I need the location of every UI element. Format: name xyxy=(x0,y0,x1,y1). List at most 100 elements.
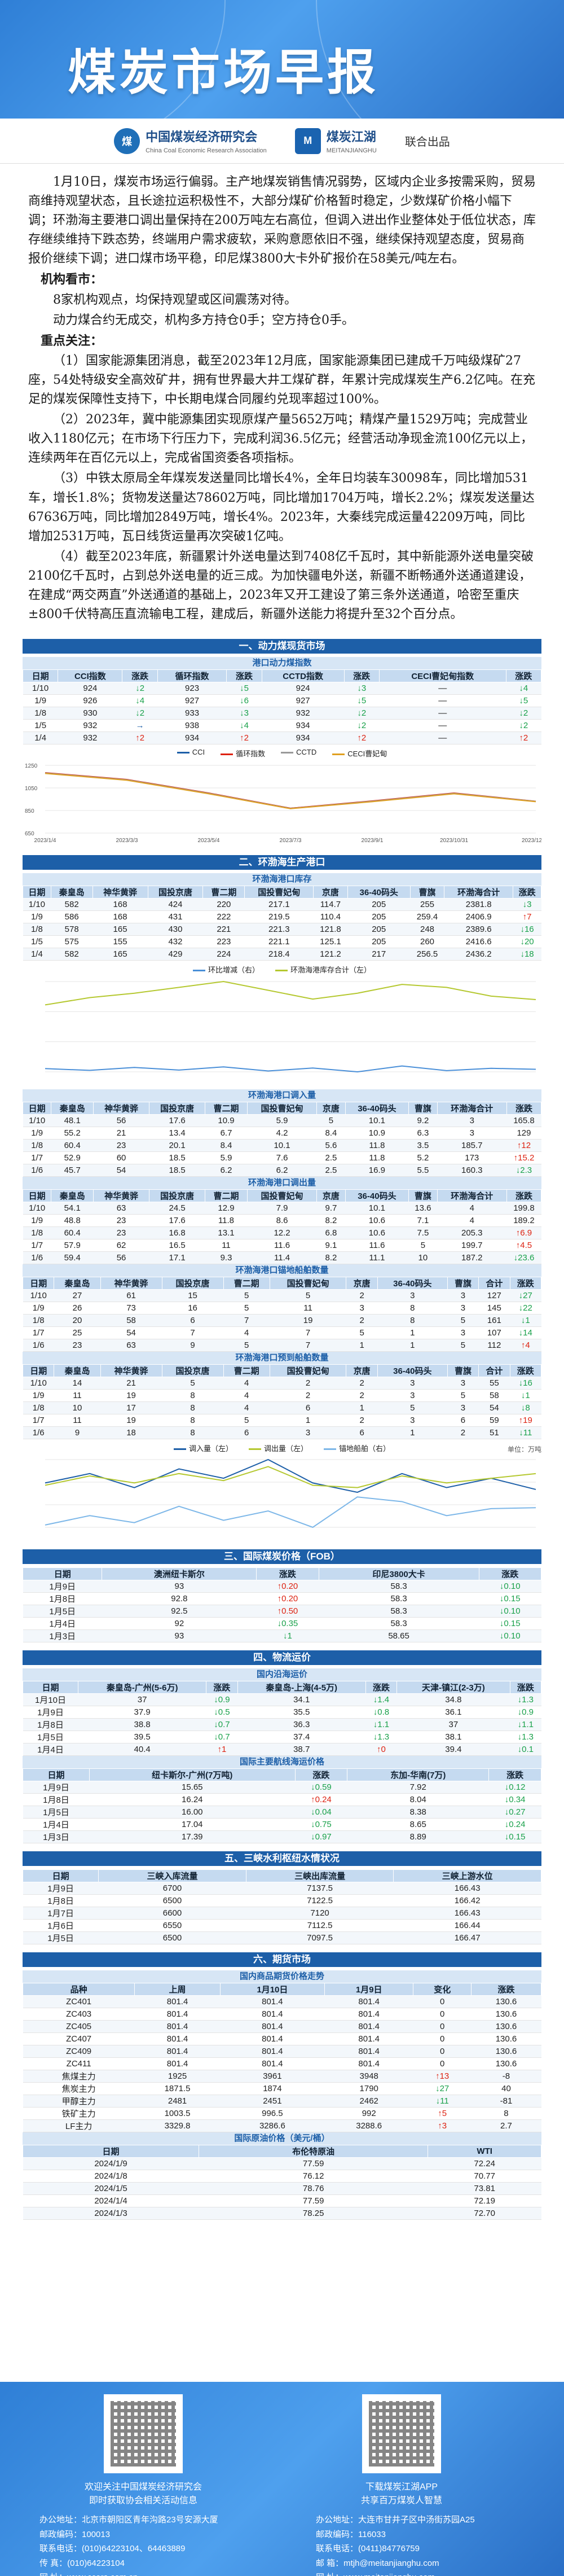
x-tick-label: 2023/10/31 xyxy=(440,838,468,844)
table-cell: 932 xyxy=(58,719,122,733)
table-cell: 2462 xyxy=(324,2095,413,2108)
table-cell: 45.7 xyxy=(51,1164,94,1177)
table-cell: ↑13 xyxy=(413,2070,472,2083)
table-cell: 3 xyxy=(437,1127,507,1140)
table-cell: 56 xyxy=(93,1114,149,1128)
table-cell: ↑0.24 xyxy=(295,1793,347,1807)
ccera-qr-block: 欢迎关注中国煤炭经济研究会 即时获取协会相关活动信息 xyxy=(85,2394,202,2506)
table-cell: 996.5 xyxy=(220,2107,325,2121)
table-cell: 23 xyxy=(93,1226,149,1240)
table-cell: 1月5日 xyxy=(23,1806,90,1819)
table-cell: 1月5日 xyxy=(23,1605,102,1618)
column-header: 涨跌 xyxy=(509,1364,542,1378)
table-cell: 20 xyxy=(54,1314,101,1328)
summary-paragraph: （1）国家能源集团消息，截至2023年12月底，国家能源集团已建成千万吨级煤矿2… xyxy=(28,353,535,407)
table-cell: ↓0.97 xyxy=(295,1830,347,1844)
table-row: 1月5日 16.00 ↓0.04 8.38 ↓0.27 xyxy=(23,1806,541,1819)
table-cell: 23 xyxy=(54,1339,101,1352)
table-row: 1月6日 6550 7112.5 166.44 xyxy=(23,1919,541,1933)
column-header: WTI xyxy=(428,2145,541,2158)
table-cell: 1/9 xyxy=(23,1302,54,1315)
table-cell: 7.1 xyxy=(408,1214,438,1228)
chart-legend: CCI 循环指数 CCTD CECI曹妃甸 xyxy=(23,748,541,759)
table-row: 1/7 11 19 8 5 1 2 3 6 59 ↑19 xyxy=(23,1414,541,1427)
table-cell: 923 xyxy=(157,682,227,695)
column-header: 京唐 xyxy=(346,1364,378,1378)
table-cell: 16.24 xyxy=(89,1793,296,1807)
table-cell: ↓1.4 xyxy=(365,1693,397,1707)
table-cell: 17.6 xyxy=(149,1114,205,1128)
column-header: 涨跌 xyxy=(343,669,380,683)
table-row: 1月9日 6700 7137.5 166.43 xyxy=(23,1882,541,1895)
table-cell: 8 xyxy=(471,2107,541,2121)
table-cell: ↓0.9 xyxy=(510,1706,541,1719)
qr-code-icon[interactable] xyxy=(362,2394,441,2473)
table-cell: ↓1 xyxy=(256,1629,319,1643)
chart-unit: 单位：万吨 xyxy=(507,1445,541,1454)
column-header: 日期 xyxy=(23,886,51,899)
table-cell: ↓4 xyxy=(122,694,158,708)
table-row: 1/9 48.8 23 17.6 11.8 8.6 8.2 10.6 7.1 4 189.2 xyxy=(23,1214,541,1228)
table-cell: 40 xyxy=(471,2082,541,2096)
table-cell: 2436.2 xyxy=(444,948,513,961)
column-header: 京唐 xyxy=(316,1102,346,1115)
table-cell: 19 xyxy=(100,1414,162,1427)
table-cell: 19 xyxy=(100,1389,162,1403)
table-cell: ↓2.3 xyxy=(506,1164,541,1177)
table-cell: 801.4 xyxy=(134,2057,221,2071)
y-tick-label: 1050 xyxy=(25,786,38,792)
table-cell: 130.6 xyxy=(471,2045,541,2058)
table-cell: 924 xyxy=(262,682,345,695)
mtjh-logo: M 煤炭江湖 MEITANJIANGHU xyxy=(294,127,377,155)
table-cell: 7.6 xyxy=(247,1151,317,1165)
column-header: 1月9日 xyxy=(324,1983,414,1996)
table-row: 2024/1/9 77.59 72.24 xyxy=(23,2157,541,2171)
column-header: 涨跌 xyxy=(470,1983,542,1996)
column-header: 国投曹妃甸 xyxy=(244,886,314,899)
table-cell: 248 xyxy=(410,923,444,936)
table-row: 1/8 10 17 8 4 6 1 5 3 54 ↓8 xyxy=(23,1401,541,1415)
table-cell: 10.1 xyxy=(345,1114,409,1128)
table-cell: 54.1 xyxy=(51,1202,94,1215)
section-title: 六、期货市场 xyxy=(23,1952,541,1968)
table-cell: 1/6 xyxy=(23,1251,51,1265)
table-cell: — xyxy=(379,707,506,720)
table-subtitle: 环渤海港口调出量 xyxy=(23,1177,541,1190)
table-cell: 114.7 xyxy=(313,898,348,912)
column-header: 涨跌 xyxy=(513,886,541,899)
column-header: 秦皇岛 xyxy=(51,1102,94,1115)
table-cell: 801.4 xyxy=(220,1995,325,2009)
table-cell: 38.7 xyxy=(237,1743,366,1756)
table-cell: 5 xyxy=(346,1326,378,1340)
table-cell: 1月9日 xyxy=(23,1706,78,1719)
table-row: 2024/1/8 76.12 70.77 xyxy=(23,2170,541,2183)
table-row: 1月4日 92 ↓0.35 58.3 ↓0.15 xyxy=(23,1617,541,1631)
table-cell: 92 xyxy=(102,1617,257,1631)
table-cell: 2024/1/3 xyxy=(23,2207,199,2220)
column-header: 三峡上游水位 xyxy=(393,1869,541,1883)
column-header: 国投曹妃甸 xyxy=(269,1364,347,1378)
table-row: 1月9日 37.9 ↓0.5 35.5 ↓0.8 36.1 ↓0.9 xyxy=(23,1706,541,1719)
table-cell: 9.1 xyxy=(316,1239,346,1252)
series-line xyxy=(45,1496,536,1528)
table-cell: 11.4 xyxy=(247,1251,317,1265)
institution-view-heading: 机构看市： xyxy=(41,272,103,287)
table-cell: 2024/1/8 xyxy=(23,2170,199,2183)
table-cell: 7 xyxy=(270,1326,346,1340)
table-cell: 3 xyxy=(377,1289,448,1303)
table-cell: 92.5 xyxy=(102,1605,257,1618)
table-subtitle: 国内沿海运价 xyxy=(23,1668,541,1681)
table-cell: 7137.5 xyxy=(246,1882,394,1895)
table-cell: ↓0.59 xyxy=(295,1781,347,1794)
summary-paragraph: （2）2023年，冀中能源集团实现原煤产量5652万吨；精煤产量1529万吨；完… xyxy=(28,413,533,466)
table-cell: 40.4 xyxy=(78,1743,206,1756)
table-cell: 187.2 xyxy=(437,1251,507,1265)
table-cell: 3948 xyxy=(324,2070,413,2083)
table-cell: 1月3日 xyxy=(23,1629,102,1643)
table-row: 1月5日 39.5 ↓0.7 37.4 ↓1.3 38.1 ↓1.3 xyxy=(23,1731,541,1744)
table-cell: 6500 xyxy=(98,1931,246,1945)
table-cell: 17.1 xyxy=(149,1251,205,1265)
qr-code-icon[interactable] xyxy=(104,2394,183,2473)
qr-caption: 欢迎关注中国煤炭经济研究会 即时获取协会相关活动信息 xyxy=(85,2482,202,2505)
table-cell: 24.5 xyxy=(149,1202,205,1215)
